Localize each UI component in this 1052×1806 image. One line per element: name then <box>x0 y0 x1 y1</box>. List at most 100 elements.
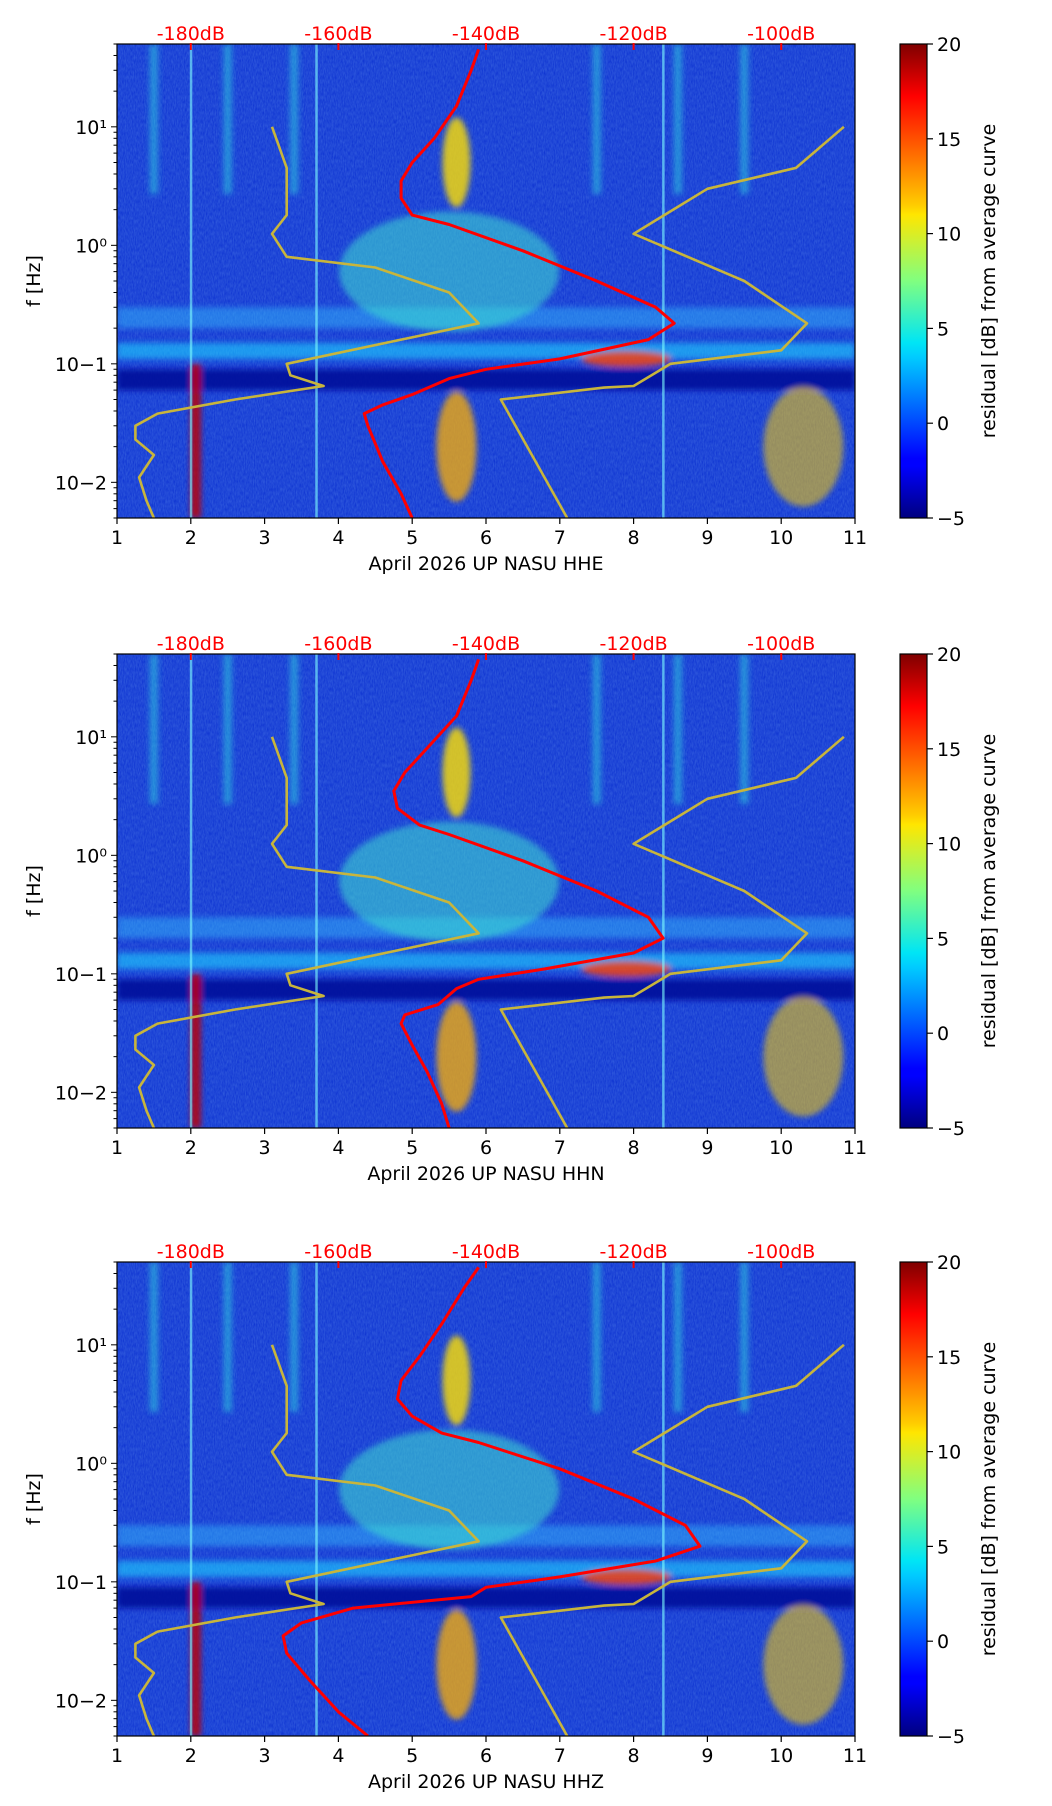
series-line-1 <box>392 658 665 1128</box>
x-tick-label: 1 <box>111 1137 123 1159</box>
x-tick-label: 11 <box>843 1745 867 1767</box>
y-tick-label: 10−1 <box>55 354 107 376</box>
x-tick-label: 2 <box>185 1137 197 1159</box>
y-tick-label: 10¹ <box>75 1335 107 1357</box>
colorbar-tick-label: 5 <box>937 1536 949 1558</box>
colorbar-tick-label: 10 <box>937 224 961 246</box>
x-tick-label: 9 <box>701 527 713 549</box>
colorbar-tick-label: 5 <box>937 928 949 950</box>
colorbar-tick-label: 15 <box>937 129 961 151</box>
colorbar: −5 0 5 10 15 20 residual [dB] from average cur… <box>899 1252 1000 1748</box>
x-tick-label: 11 <box>843 527 867 549</box>
x-tick-label: 6 <box>480 527 492 549</box>
colorbar-tick-label: 5 <box>937 318 949 340</box>
x-tick-label: 3 <box>259 1745 271 1767</box>
x-tick-label: 6 <box>480 1137 492 1159</box>
db-tick-label: -180dB <box>157 23 225 45</box>
db-tick-label: -180dB <box>157 1241 225 1263</box>
y-tick-label: 10⁰ <box>75 845 107 867</box>
colorbar-tick-label: 20 <box>937 1252 961 1274</box>
x-tick-label: 4 <box>332 1745 344 1767</box>
series-line-1 <box>362 48 676 518</box>
colorbar-gradient <box>899 43 928 519</box>
x-tick-label: 1 <box>111 527 123 549</box>
db-tick-label: -140dB <box>452 1241 520 1263</box>
x-tick-label: 8 <box>628 1137 640 1159</box>
colorbar-gradient <box>899 653 928 1129</box>
x-tick-label: 7 <box>554 527 566 549</box>
series-line-3 <box>499 1343 845 1736</box>
y-axis-title: f [Hz] <box>23 255 45 307</box>
colorbar-gradient <box>899 1261 928 1737</box>
x-tick-label: 10 <box>769 1137 793 1159</box>
colorbar-tick-label: 10 <box>937 1442 961 1464</box>
colorbar-tick-label: −5 <box>937 1726 965 1748</box>
panel-1: 1 2 3 4 5 6 7 8 9 10 11 10−2 10−1 10⁰ 10¹ -180dB -160dB -… <box>23 23 1000 575</box>
colorbar-tick-label: −5 <box>937 508 965 530</box>
y-axis-title: f [Hz] <box>23 865 45 917</box>
x-tick-label: 5 <box>406 527 418 549</box>
x-tick-label: 10 <box>769 527 793 549</box>
db-tick-label: -140dB <box>452 633 520 655</box>
x-tick-label: 8 <box>628 1745 640 1767</box>
y-tick-label: 10−2 <box>55 1690 107 1712</box>
y-tick-label: 10⁰ <box>75 235 107 257</box>
db-tick-label: -100dB <box>747 1241 815 1263</box>
x-tick-label: 5 <box>406 1137 418 1159</box>
y-tick-label: 10¹ <box>75 727 107 749</box>
x-tick-label: 10 <box>769 1745 793 1767</box>
db-tick-label: -160dB <box>304 23 372 45</box>
panel-2: 1 2 3 4 5 6 7 8 9 10 11 10−2 10−1 10⁰ 10¹ -180dB -160dB -… <box>23 633 1000 1185</box>
colorbar-tick-label: 0 <box>937 413 949 435</box>
db-tick-label: -120dB <box>599 23 667 45</box>
colorbar-tick-label: 15 <box>937 739 961 761</box>
x-tick-label: 4 <box>332 527 344 549</box>
y-axis-title: f [Hz] <box>23 1473 45 1525</box>
panel-3: 1 2 3 4 5 6 7 8 9 10 11 10−2 10−1 10⁰ 10¹ -180dB -160dB -… <box>23 1241 1000 1793</box>
db-tick-label: -180dB <box>157 633 225 655</box>
colorbar: −5 0 5 10 15 20 residual [dB] from average cur… <box>899 34 1000 530</box>
colorbar: −5 0 5 10 15 20 residual [dB] from average cur… <box>899 644 1000 1140</box>
series-line-3 <box>499 125 845 518</box>
x-tick-label: 2 <box>185 1745 197 1767</box>
colorbar-tick-label: 15 <box>937 1347 961 1369</box>
colorbar-tick-label: 0 <box>937 1631 949 1653</box>
y-tick-label: 10−1 <box>55 964 107 986</box>
colorbar-title: residual [dB] from average curve <box>978 1342 1000 1657</box>
x-axis-title: April 2026 UP NASU HHE <box>368 553 603 575</box>
x-tick-label: 4 <box>332 1137 344 1159</box>
colorbar-tick-label: 0 <box>937 1023 949 1045</box>
db-tick-label: -160dB <box>304 633 372 655</box>
x-tick-label: 1 <box>111 1745 123 1767</box>
colorbar-tick-label: −5 <box>937 1118 965 1140</box>
series-line-2 <box>134 126 480 518</box>
x-tick-label: 3 <box>259 1137 271 1159</box>
series-line-3 <box>499 735 845 1128</box>
x-tick-label: 9 <box>701 1137 713 1159</box>
db-tick-label: -100dB <box>747 633 815 655</box>
series-line-2 <box>134 736 480 1128</box>
db-tick-label: -140dB <box>452 23 520 45</box>
x-tick-label: 7 <box>554 1745 566 1767</box>
colorbar-tick-label: 10 <box>937 834 961 856</box>
x-tick-label: 8 <box>628 527 640 549</box>
colorbar-title: residual [dB] from average curve <box>978 734 1000 1049</box>
x-tick-label: 9 <box>701 1745 713 1767</box>
x-tick-label: 5 <box>406 1745 418 1767</box>
db-tick-label: -120dB <box>599 633 667 655</box>
series-line-1 <box>281 1266 702 1736</box>
spectrogram-image <box>117 1262 855 1736</box>
db-tick-label: -120dB <box>599 1241 667 1263</box>
db-tick-label: -160dB <box>304 1241 372 1263</box>
spectrogram-image <box>117 44 855 518</box>
x-tick-label: 7 <box>554 1137 566 1159</box>
colorbar-tick-label: 20 <box>937 644 961 666</box>
y-tick-label: 10¹ <box>75 117 107 139</box>
x-axis-title: April 2026 UP NASU HHZ <box>368 1771 604 1793</box>
y-tick-label: 10−2 <box>55 472 107 494</box>
colorbar-title: residual [dB] from average curve <box>978 124 1000 439</box>
x-tick-label: 2 <box>185 527 197 549</box>
x-tick-label: 3 <box>259 527 271 549</box>
db-tick-label: -100dB <box>747 23 815 45</box>
